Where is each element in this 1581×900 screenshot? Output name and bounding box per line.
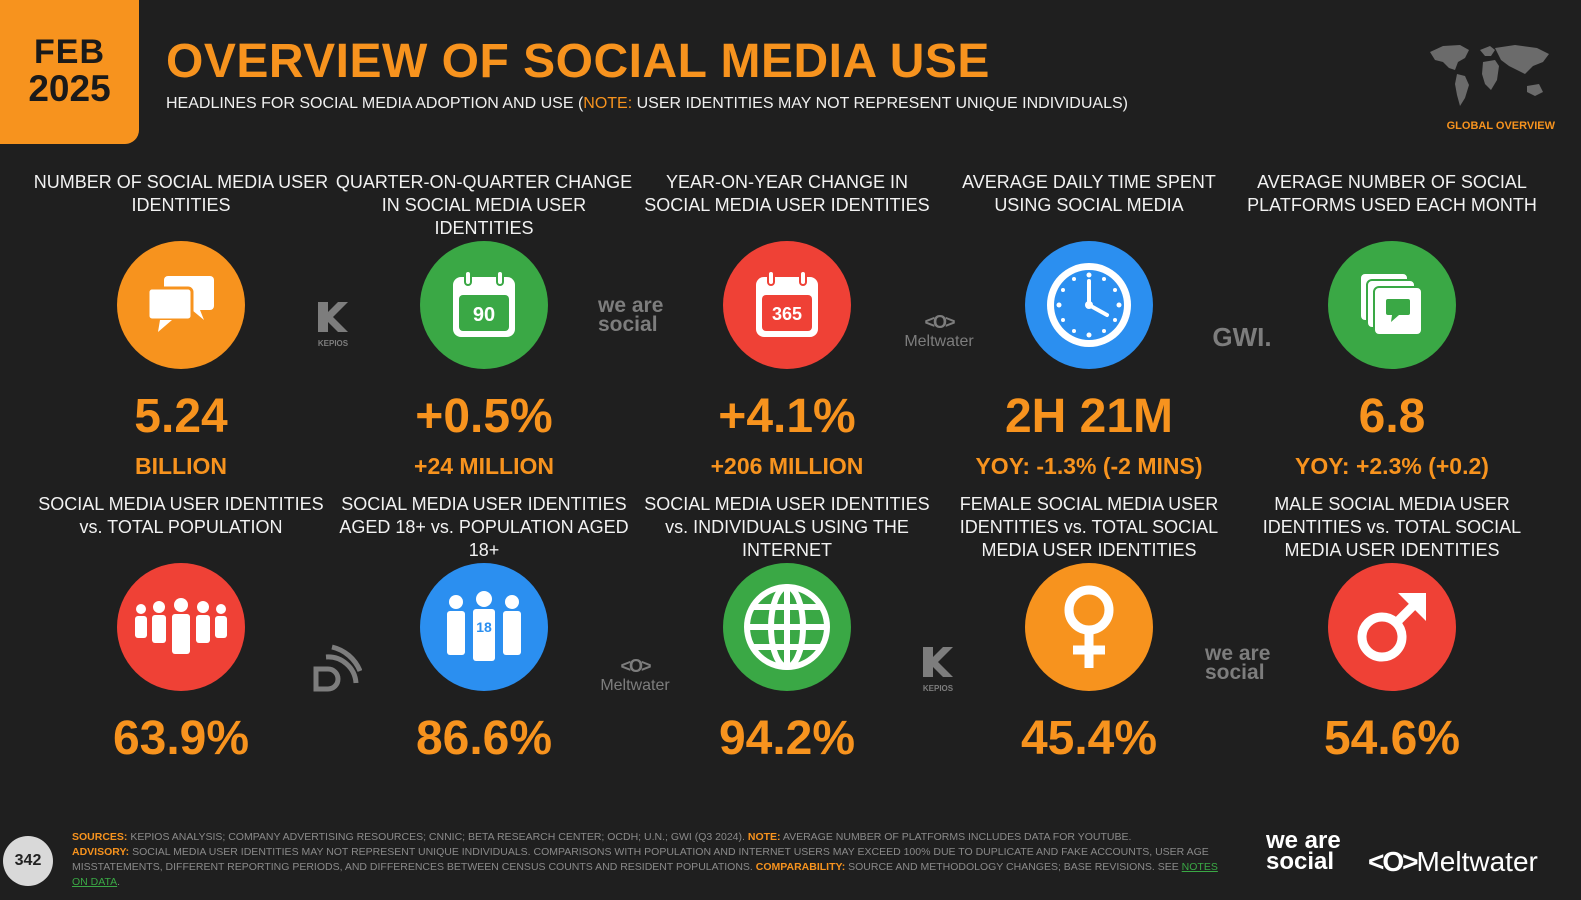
stat-subvalue: YOY: -1.3% (-2 MINS)	[975, 453, 1203, 479]
stat-value: 2H 21M	[1004, 390, 1174, 443]
we-are-social-logo: we are social	[1205, 642, 1271, 684]
notes-on-data-link[interactable]: NOTES ON DATA	[72, 861, 1218, 888]
stat-subvalue: +24 MILLION	[414, 453, 554, 479]
stat-value: 54.6%	[1323, 712, 1461, 765]
stat-label: QUARTER-ON-QUARTER CHANGE IN SOCIAL MEDI…	[335, 172, 633, 238]
stat-label: SOCIAL MEDIA USER IDENTITIES vs. INDIVID…	[644, 494, 930, 560]
stat-users-vs-internet: SOCIAL MEDIA USER IDENTITIES vs. INDIVID…	[637, 493, 937, 763]
stat-value: 94.2%	[718, 712, 856, 765]
stat-adults-vs-population: SOCIAL MEDIA USER IDENTITIES AGED 18+ vs…	[334, 493, 634, 763]
stat-label: SOCIAL MEDIA USER IDENTITIES vs. TOTAL P…	[38, 494, 324, 537]
stat-label: NUMBER OF SOCIAL MEDIA USER IDENTITIES	[33, 172, 329, 215]
stat-subvalue: YOY: +2.3% (+0.2)	[1295, 453, 1489, 479]
stat-label: FEMALE SOCIAL MEDIA USER IDENTITIES vs. …	[959, 494, 1219, 560]
stat-subvalue: BILLION	[135, 453, 227, 479]
stat-female-share: FEMALE SOCIAL MEDIA USER IDENTITIES vs. …	[939, 493, 1239, 763]
stat-label: MALE SOCIAL MEDIA USER IDENTITIES vs. TO…	[1262, 494, 1522, 560]
stat-label: SOCIAL MEDIA USER IDENTITIES AGED 18+ vs…	[339, 494, 629, 560]
stat-value: 6.8	[1358, 390, 1426, 443]
stat-value: 63.9%	[112, 712, 250, 765]
calendar-number: 90	[473, 304, 495, 326]
meltwater-brand: <O>Meltwater	[1368, 846, 1538, 877]
page-title: OVERVIEW OF SOCIAL MEDIA USE	[166, 35, 990, 88]
stat-value: 45.4%	[1020, 712, 1158, 765]
kepios-mark-icon	[318, 302, 348, 332]
stat-daily-time: AVERAGE DAILY TIME SPENT USING SOCIAL ME…	[939, 171, 1239, 480]
region-label: GLOBAL OVERVIEW	[1446, 120, 1555, 132]
badge-month: FEB	[34, 32, 105, 71]
chat-bubbles-icon	[117, 241, 245, 369]
stat-label: YEAR-ON-YEAR CHANGE IN SOCIAL MEDIA USER…	[644, 172, 930, 215]
kepios-logo: KEPIOS	[917, 645, 959, 693]
footer-notes: SOURCES: KEPIOS ANALYSIS; COMPANY ADVERT…	[72, 831, 1218, 888]
page-subtitle: HEADLINES FOR SOCIAL MEDIA ADOPTION AND …	[166, 95, 1128, 112]
stat-label: AVERAGE NUMBER OF SOCIAL PLATFORMS USED …	[1247, 172, 1537, 215]
age-number: 18	[476, 619, 492, 635]
page-number: 342	[3, 836, 53, 886]
stat-social-media-users: NUMBER OF SOCIAL MEDIA USER IDENTITIES 5…	[31, 171, 331, 480]
calendar-icon: 365	[723, 241, 851, 369]
meltwater-mark-icon: <O>	[620, 656, 651, 676]
calendar-icon: 90	[420, 241, 548, 369]
date-badge: FEB 2025	[0, 0, 139, 144]
stat-qoq-change: QUARTER-ON-QUARTER CHANGE IN SOCIAL MEDI…	[334, 171, 634, 480]
stat-value: +0.5%	[415, 390, 553, 443]
adults-18-icon: 18	[420, 563, 548, 691]
meltwater-mark-icon: <O>	[1368, 846, 1419, 877]
badge-year: 2025	[28, 68, 111, 110]
datareportal-logo	[311, 643, 363, 698]
male-symbol-icon	[1328, 563, 1456, 691]
kepios-logo: KEPIOS	[312, 300, 354, 348]
globe-icon	[723, 563, 851, 691]
stacked-chat-icon	[1328, 241, 1456, 369]
stat-value: 86.6%	[415, 712, 553, 765]
stat-yoy-change: YEAR-ON-YEAR CHANGE IN SOCIAL MEDIA USER…	[637, 171, 937, 480]
gwi-logo: GWI.	[1212, 322, 1272, 352]
stat-value: 5.24	[134, 390, 228, 443]
female-symbol-icon	[1025, 563, 1153, 691]
meltwater-mark-icon: <O>	[924, 312, 955, 332]
stat-value: +4.1%	[718, 390, 856, 443]
meltwater-logo: <O> Meltwater	[592, 656, 678, 695]
stat-label: AVERAGE DAILY TIME SPENT USING SOCIAL ME…	[962, 172, 1216, 215]
world-map-icon	[1430, 45, 1549, 106]
meltwater-logo: <O> Meltwater	[896, 312, 982, 351]
kepios-mark-icon	[923, 647, 953, 677]
people-group-icon	[117, 563, 245, 691]
we-are-social-logo: we are social	[598, 294, 664, 336]
stat-subvalue: +206 MILLION	[710, 453, 864, 479]
stat-platforms-used: AVERAGE NUMBER OF SOCIAL PLATFORMS USED …	[1242, 171, 1542, 480]
stat-users-vs-population: SOCIAL MEDIA USER IDENTITIES vs. TOTAL P…	[31, 493, 331, 763]
calendar-number: 365	[772, 304, 802, 324]
stat-male-share: MALE SOCIAL MEDIA USER IDENTITIES vs. TO…	[1242, 493, 1542, 763]
we-are-social-brand: we are social	[1266, 827, 1341, 875]
datareportal-mark-icon	[313, 644, 363, 692]
clock-icon	[1025, 241, 1153, 369]
